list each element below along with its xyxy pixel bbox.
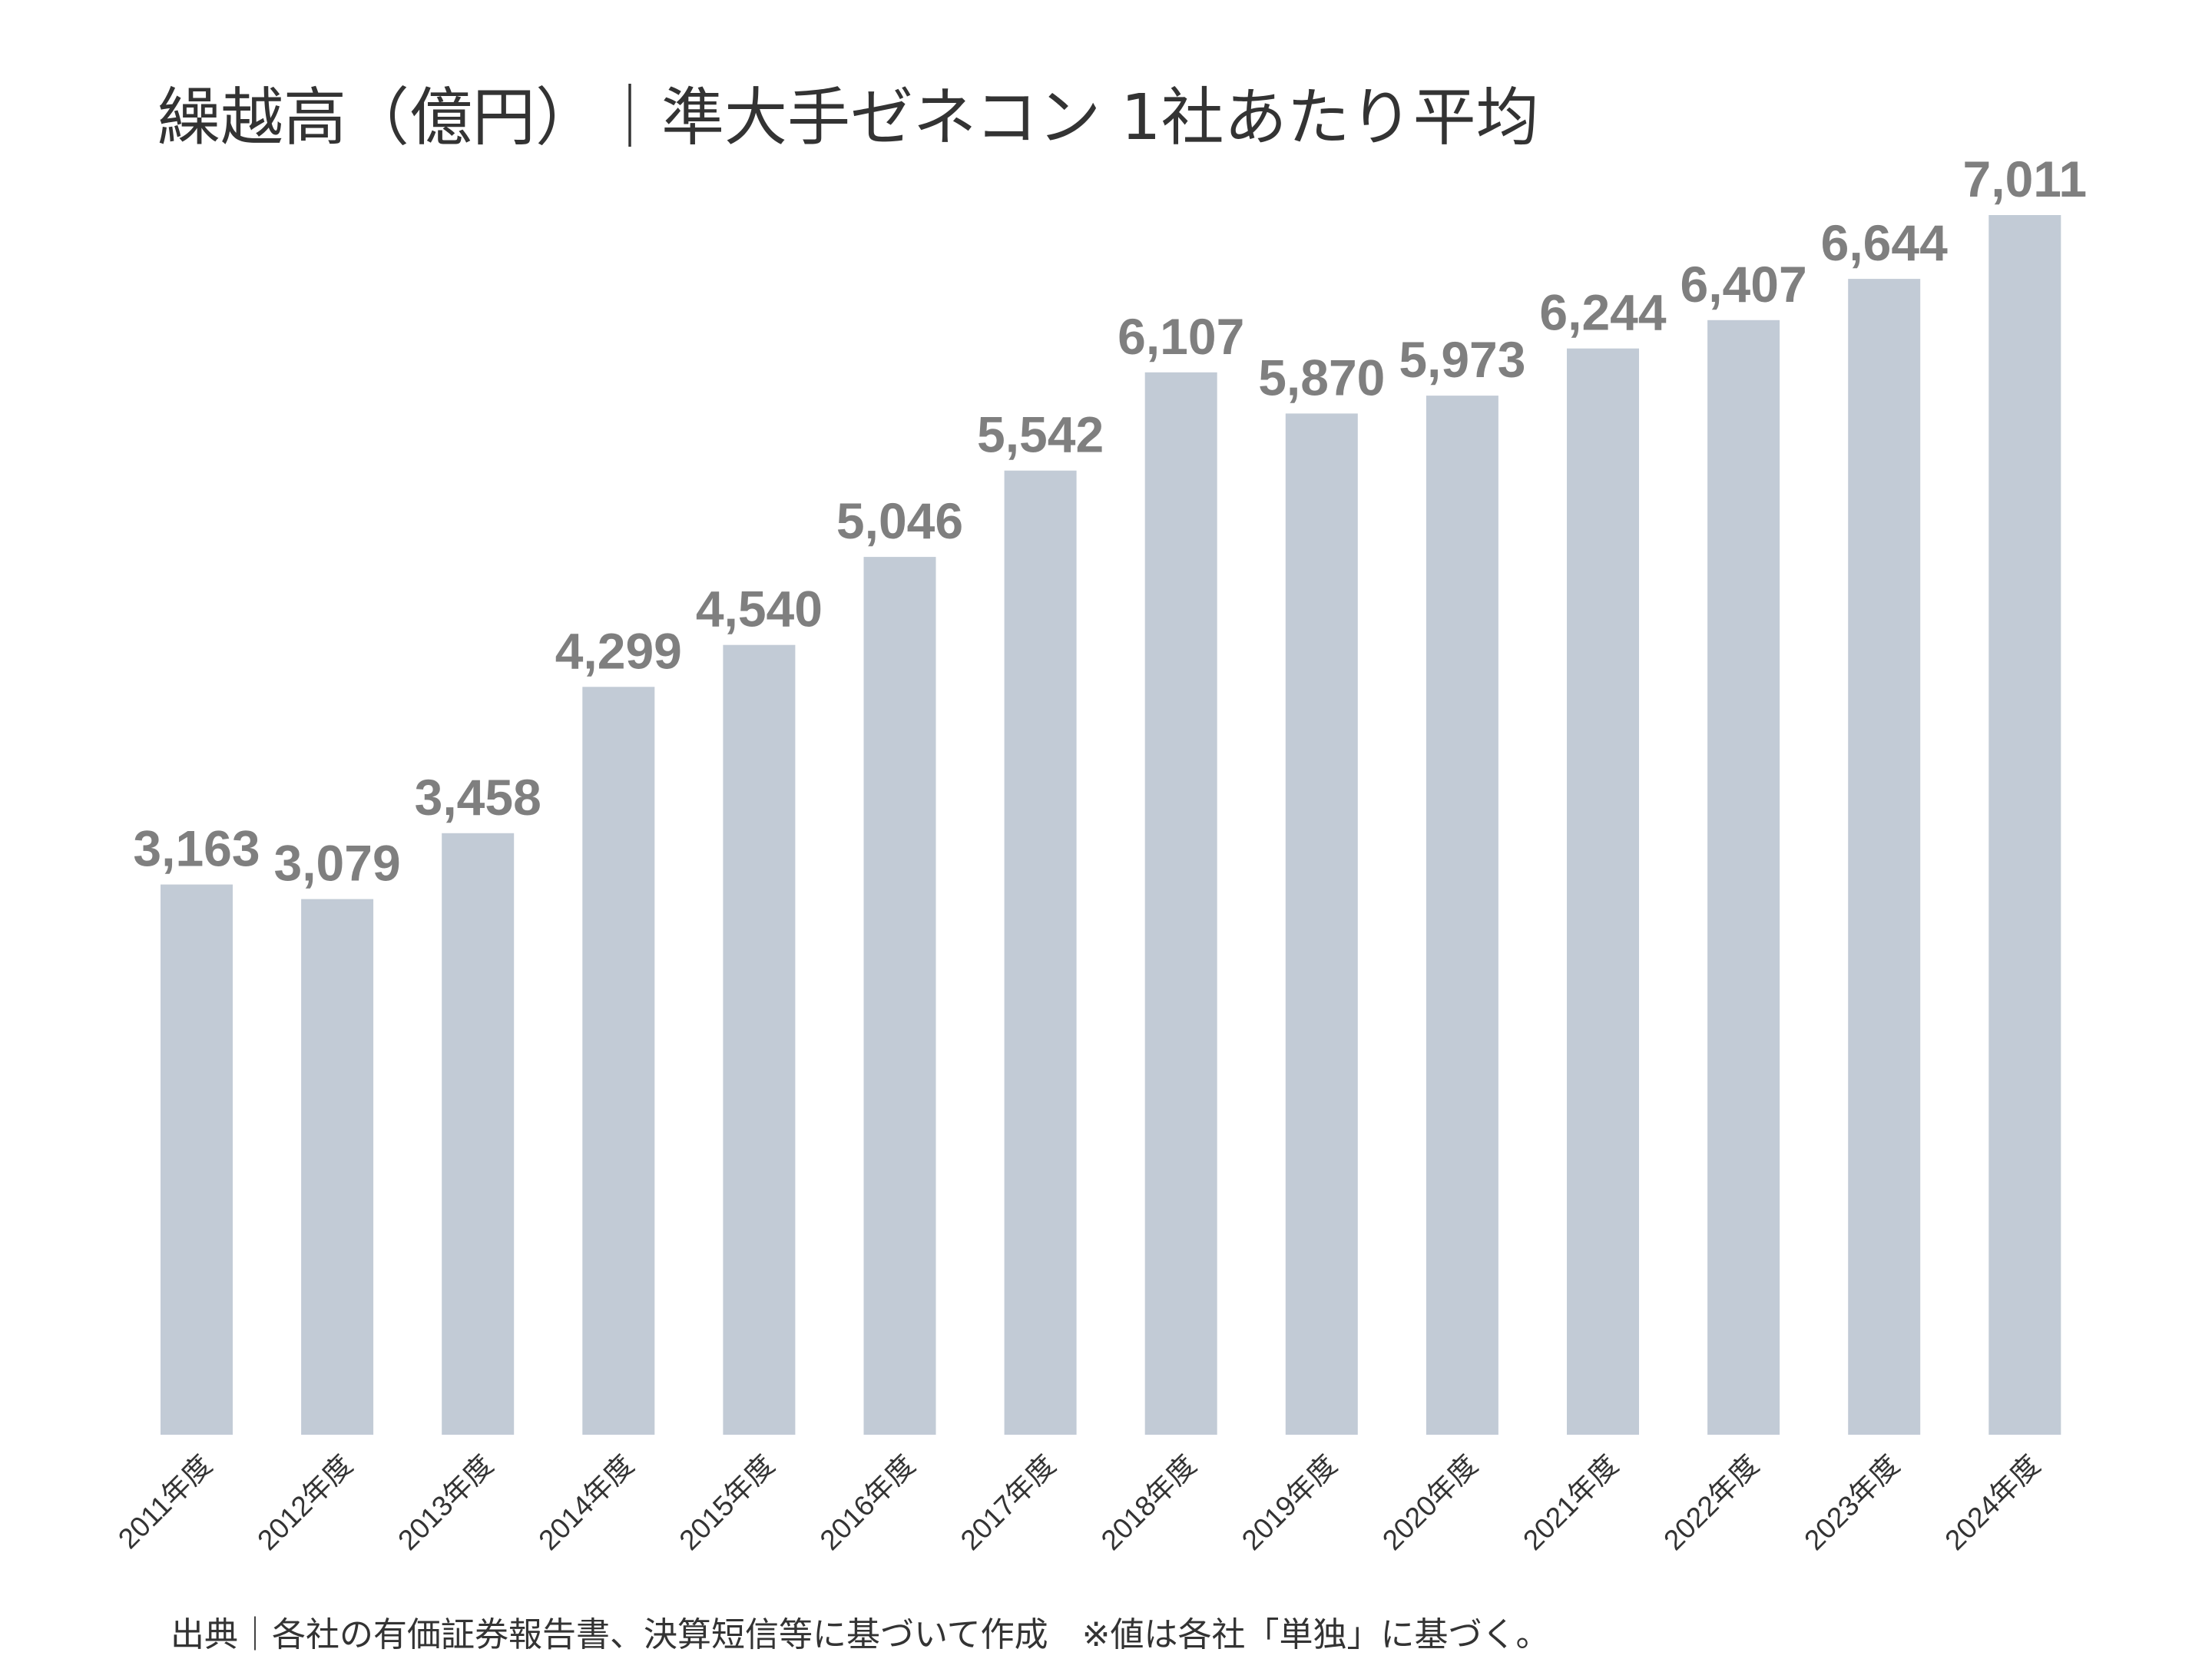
x-tick-label: 2016年度 [814, 1449, 922, 1557]
bar-2021年度 [1567, 348, 1639, 1435]
bar-2014年度 [582, 687, 655, 1435]
x-tick-label: 2024年度 [1939, 1449, 2046, 1557]
bar-2016年度 [863, 557, 936, 1435]
bar-2023年度 [1848, 279, 1921, 1435]
bar-value-label: 5,542 [977, 406, 1104, 463]
x-tick-label: 2020年度 [1376, 1449, 1484, 1557]
bar-value-label: 6,644 [1821, 214, 1948, 271]
x-tick-label: 2015年度 [674, 1449, 781, 1557]
bar-value-label: 3,163 [133, 820, 260, 877]
x-tick-label: 2017年度 [955, 1449, 1062, 1557]
bar-value-label: 7,011 [1963, 151, 2088, 207]
x-tick-label: 2014年度 [532, 1449, 640, 1557]
bar-value-label: 3,458 [415, 769, 541, 826]
bar-2020年度 [1426, 396, 1498, 1435]
bar-2015年度 [723, 644, 796, 1435]
bar-value-label: 3,079 [274, 835, 401, 892]
bar-value-label: 5,046 [836, 492, 963, 549]
bar-2022年度 [1707, 320, 1780, 1435]
bar-2024年度 [1988, 215, 2061, 1435]
bar-2017年度 [1004, 470, 1077, 1435]
bar-value-label: 4,540 [696, 581, 823, 637]
bar-2011年度 [161, 884, 233, 1435]
bar-value-label: 5,973 [1399, 331, 1525, 388]
bar-value-label: 6,244 [1539, 284, 1666, 341]
x-tick-label: 2023年度 [1798, 1449, 1906, 1557]
bar-2018年度 [1144, 372, 1217, 1435]
bar-value-label: 6,407 [1681, 256, 1807, 313]
x-tick-label: 2019年度 [1236, 1449, 1343, 1557]
x-tick-label: 2011年度 [112, 1449, 218, 1555]
bar-value-label: 5,870 [1258, 349, 1385, 406]
bar-2012年度 [301, 899, 374, 1435]
x-tick-label: 2021年度 [1517, 1449, 1624, 1557]
x-tick-label: 2022年度 [1657, 1449, 1765, 1557]
bar-2019年度 [1285, 413, 1358, 1435]
chart-title: 繰越高（億円）｜準大手ゼネコン 1社あたり平均 [157, 81, 1539, 154]
x-tick-label: 2013年度 [392, 1449, 499, 1557]
bar-2013年度 [442, 833, 515, 1435]
x-tick-label: 2012年度 [251, 1449, 359, 1557]
bar-value-label: 6,107 [1118, 308, 1244, 365]
bar-value-label: 4,299 [555, 622, 682, 679]
chart-source-note: 出典｜各社の有価証券報告書、決算短信等に基づいて作成 ※値は各社「単独」に基づく… [171, 1615, 1550, 1654]
x-tick-label: 2018年度 [1095, 1449, 1203, 1557]
